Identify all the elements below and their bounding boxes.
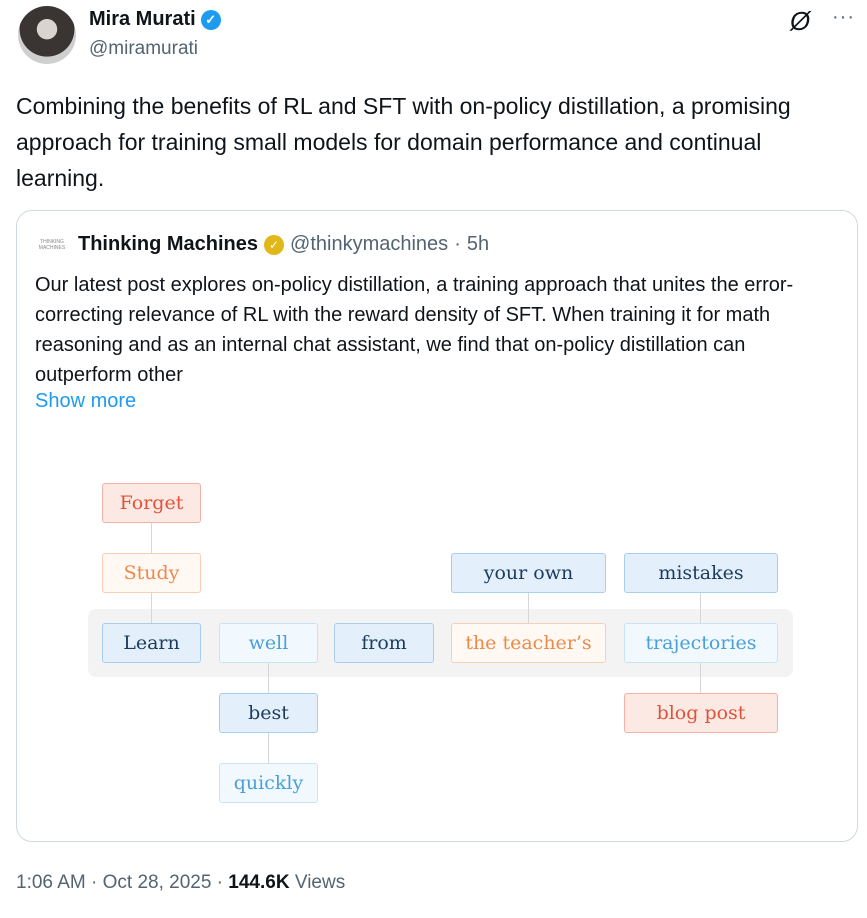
word-mistakes: mistakes — [624, 553, 778, 593]
word-your-own: your own — [451, 553, 606, 593]
word-best: best — [219, 693, 318, 733]
views-label: Views — [294, 872, 346, 893]
tweet-text: Combining the benefits of RL and SFT wit… — [16, 93, 791, 191]
word-blog-post: blog post — [624, 693, 778, 733]
author-handle[interactable]: @miramurati — [89, 38, 199, 59]
word-forget: Forget — [102, 483, 201, 523]
views-count: 144.6K — [228, 872, 290, 893]
tweet-time[interactable]: 1:06 AM — [16, 872, 86, 893]
word-the-teachers: the teacher’s — [451, 623, 606, 663]
connector-line — [528, 593, 529, 623]
word-quickly: quickly — [219, 763, 318, 803]
quote-handle[interactable]: @thinkymachines — [290, 233, 449, 255]
word-trajectories: trajectories — [624, 623, 778, 663]
grok-icon[interactable]: Ø — [790, 6, 811, 36]
word-learn: Learn — [102, 623, 201, 663]
avatar[interactable] — [18, 6, 76, 64]
quote-header: Thinking Machines ✓ @thinkymachines · 5h — [78, 233, 489, 256]
verified-org-badge-icon: ✓ — [264, 234, 285, 255]
quote-author-name[interactable]: Thinking Machines — [78, 233, 259, 255]
word-well: well — [219, 623, 318, 663]
thinking-machines-logo: THINKING MACHINES — [38, 239, 66, 251]
word-study: Study — [102, 553, 201, 593]
author-name[interactable]: Mira Murati ✓ — [89, 8, 221, 31]
show-more-link[interactable]: Show more — [35, 390, 137, 412]
separator: · — [454, 233, 461, 255]
quote-tweet-card[interactable] — [16, 210, 858, 842]
more-icon[interactable]: ··· — [832, 6, 855, 28]
tweet-date[interactable]: Oct 28, 2025 — [102, 872, 212, 893]
quote-time[interactable]: 5h — [466, 233, 490, 255]
verified-badge-icon: ✓ — [200, 9, 221, 30]
quote-text: Our latest post explores on-policy disti… — [35, 274, 794, 386]
word-from: from — [334, 623, 434, 663]
tweet-footer: 1:06 AM · Oct 28, 2025 · 144.6K Views — [16, 872, 346, 893]
